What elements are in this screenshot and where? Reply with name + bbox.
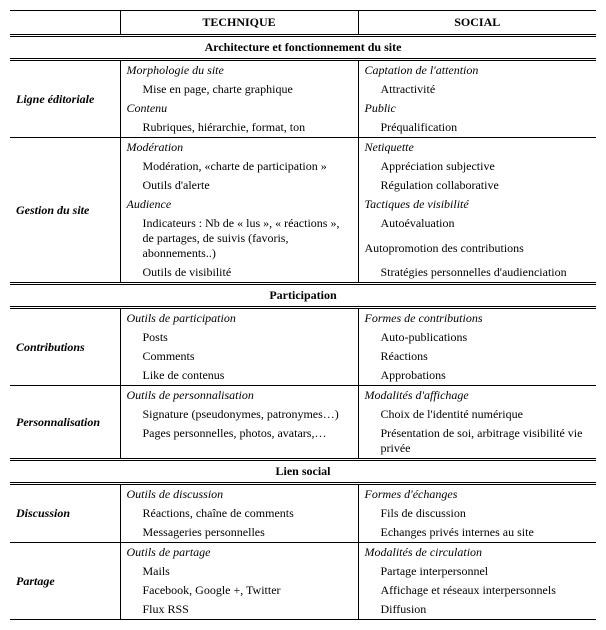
item-signature: Signature (pseudonymes, patronymes…) xyxy=(120,405,358,424)
item-attractivite: Attractivité xyxy=(358,80,596,99)
row-discussion: Discussion xyxy=(10,484,120,543)
row-partage: Partage xyxy=(10,543,120,620)
item-diffusion: Diffusion xyxy=(358,600,596,620)
row-personnalisation: Personnalisation xyxy=(10,386,120,460)
table-row: Gestion du site Modération Netiquette xyxy=(10,138,596,158)
sub-audience: Audience xyxy=(120,195,358,214)
item-fb-google-tw: Facebook, Google +, Twitter xyxy=(120,581,358,600)
item-pages-perso: Pages personnelles, photos, avatars,… xyxy=(120,424,358,460)
sub-modalites-circ: Modalités de circulation xyxy=(358,543,596,563)
sub-outils-perso: Outils de personnalisation xyxy=(120,386,358,406)
item-posts: Posts xyxy=(120,328,358,347)
table-row: Partage Outils de partage Modalités de c… xyxy=(10,543,596,563)
table-row: Contributions Outils de participation Fo… xyxy=(10,308,596,329)
item-strategies: Stratégies personnelles d'audienciation xyxy=(358,263,596,284)
row-ligne-editoriale: Ligne éditoriale xyxy=(10,60,120,138)
item-outils-visib: Outils de visibilité xyxy=(120,263,358,284)
item-mod-charte: Modération, «charte de participation » xyxy=(120,157,358,176)
item-partage-interpers: Partage interpersonnel xyxy=(358,562,596,581)
header-technique: TECHNIQUE xyxy=(120,11,358,36)
table-row: Discussion Outils de discussion Formes d… xyxy=(10,484,596,505)
item-autopromo: Autopromotion des contributions xyxy=(358,239,596,264)
item-presentation-soi: Présentation de soi, arbitrage visibilit… xyxy=(358,424,596,460)
sub-outils-disc: Outils de discussion xyxy=(120,484,358,505)
header-social: SOCIAL xyxy=(358,11,596,36)
sub-outils-part: Outils de participation xyxy=(120,308,358,329)
item-comments: Comments xyxy=(120,347,358,366)
item-echanges-prives: Echanges privés internes au site xyxy=(358,523,596,543)
item-fils-discussion: Fils de discussion xyxy=(358,504,596,523)
item-aff-reseaux: Affichage et réseaux interpersonnels xyxy=(358,581,596,600)
section-architecture-title: Architecture et fonctionnement du site xyxy=(10,36,596,60)
item-appreciation: Appréciation subjective xyxy=(358,157,596,176)
item-autopub: Auto-publications xyxy=(358,328,596,347)
item-approbations: Approbations xyxy=(358,366,596,386)
row-gestion: Gestion du site xyxy=(10,138,120,284)
item-morpho: Mise en page, charte graphique xyxy=(120,80,358,99)
section-architecture: Architecture et fonctionnement du site xyxy=(10,36,596,60)
table-row: Ligne éditoriale Morphologie du site Cap… xyxy=(10,60,596,81)
item-mails: Mails xyxy=(120,562,358,581)
table-row: Personnalisation Outils de personnalisat… xyxy=(10,386,596,406)
item-prequalif: Préqualification xyxy=(358,118,596,138)
item-messageries: Messageries personnelles xyxy=(120,523,358,543)
item-autoeval: Autoévaluation xyxy=(358,214,596,239)
section-participation: Participation xyxy=(10,284,596,308)
section-lien-social: Lien social xyxy=(10,460,596,484)
framework-table: TECHNIQUE SOCIAL Architecture et fonctio… xyxy=(10,10,596,620)
section-lien-title: Lien social xyxy=(10,460,596,484)
item-chaine-comments: Réactions, chaîne de comments xyxy=(120,504,358,523)
item-choix-identite: Choix de l'identité numérique xyxy=(358,405,596,424)
header-row: TECHNIQUE SOCIAL xyxy=(10,11,596,36)
sub-moderation: Modération xyxy=(120,138,358,158)
item-like: Like de contenus xyxy=(120,366,358,386)
sub-public: Public xyxy=(358,99,596,118)
sub-contenu: Contenu xyxy=(120,99,358,118)
sub-formes-contrib: Formes de contributions xyxy=(358,308,596,329)
row-contributions: Contributions xyxy=(10,308,120,386)
section-participation-title: Participation xyxy=(10,284,596,308)
sub-outils-partage: Outils de partage xyxy=(120,543,358,563)
item-outils-alerte: Outils d'alerte xyxy=(120,176,358,195)
item-regulation: Régulation collaborative xyxy=(358,176,596,195)
item-rubriques: Rubriques, hiérarchie, format, ton xyxy=(120,118,358,138)
sub-modalites-aff: Modalités d'affichage xyxy=(358,386,596,406)
sub-captation: Captation de l'attention xyxy=(358,60,596,81)
item-reactions: Réactions xyxy=(358,347,596,366)
header-blank xyxy=(10,11,120,36)
sub-formes-ech: Formes d'échanges xyxy=(358,484,596,505)
sub-tactiques: Tactiques de visibilité xyxy=(358,195,596,214)
sub-netiquette: Netiquette xyxy=(358,138,596,158)
sub-morphologie: Morphologie du site xyxy=(120,60,358,81)
item-flux-rss: Flux RSS xyxy=(120,600,358,620)
item-indicateurs: Indicateurs : Nb de « lus », « réactions… xyxy=(120,214,358,263)
